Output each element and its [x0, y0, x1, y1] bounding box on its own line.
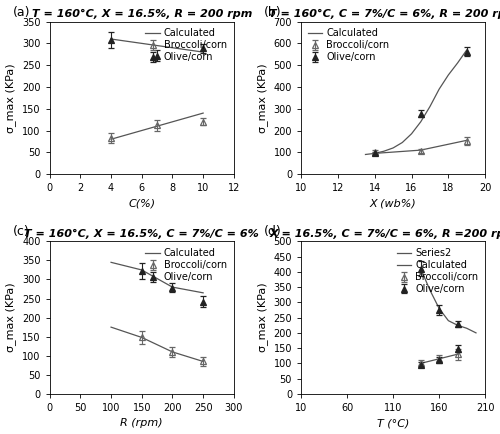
Title: T = 160°C, X = 16.5%, R = 200 rpm: T = 160°C, X = 16.5%, R = 200 rpm — [32, 10, 252, 20]
Legend: Calculated, Broccoli/corn, Olive/corn: Calculated, Broccoli/corn, Olive/corn — [306, 26, 392, 64]
Y-axis label: σ_max (KPa): σ_max (KPa) — [6, 283, 16, 352]
Legend: Calculated, Broccoli/corn, Olive/corn: Calculated, Broccoli/corn, Olive/corn — [144, 26, 229, 64]
Legend: Series2, Calculated, Broccoli/corn, Olive/corn: Series2, Calculated, Broccoli/corn, Oliv… — [395, 246, 480, 296]
X-axis label: R (rpm): R (rpm) — [120, 418, 163, 428]
X-axis label: X (wb%): X (wb%) — [370, 199, 416, 209]
Title: T = 160°C, C = 7%/C = 6%, R = 200 rpm: T = 160°C, C = 7%/C = 6%, R = 200 rpm — [269, 10, 500, 20]
Text: (c): (c) — [13, 225, 30, 238]
Y-axis label: σ_max (KPa): σ_max (KPa) — [6, 63, 16, 133]
Title: X = 16.5%, C = 7%/C = 6%, R =200 rpm: X = 16.5%, C = 7%/C = 6%, R =200 rpm — [270, 229, 500, 239]
Title: T = 160°C, X = 16.5%, C = 7%/C = 6%: T = 160°C, X = 16.5%, C = 7%/C = 6% — [24, 229, 259, 239]
Text: (a): (a) — [13, 6, 30, 19]
Text: (b): (b) — [264, 6, 282, 19]
X-axis label: T (°C): T (°C) — [377, 418, 410, 428]
X-axis label: C(%): C(%) — [128, 199, 156, 209]
Legend: Calculated, Broccoli/corn, Olive/corn: Calculated, Broccoli/corn, Olive/corn — [144, 246, 229, 284]
Y-axis label: σ_max (KPa): σ_max (KPa) — [257, 63, 268, 133]
Text: (d): (d) — [264, 225, 282, 238]
Y-axis label: σ_max (KPa): σ_max (KPa) — [257, 283, 268, 352]
